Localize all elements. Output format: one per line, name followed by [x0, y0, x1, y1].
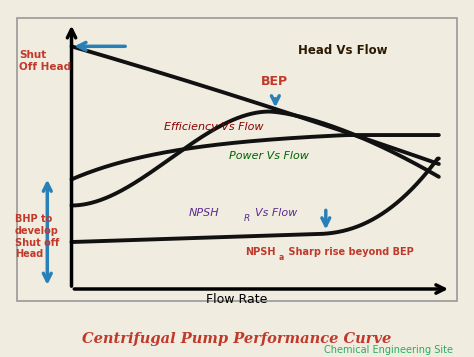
Text: Chemical Engineering Site: Chemical Engineering Site	[324, 346, 453, 356]
Text: a: a	[278, 253, 283, 262]
Text: BEP: BEP	[261, 75, 288, 89]
Text: Centrifugal Pump Performance Curve: Centrifugal Pump Performance Curve	[82, 332, 392, 346]
Text: BHP to
develop
Shut off
Head: BHP to develop Shut off Head	[15, 215, 59, 259]
Text: Efficiency Vs Flow: Efficiency Vs Flow	[164, 122, 264, 132]
Text: Sharp rise beyond BEP: Sharp rise beyond BEP	[285, 247, 414, 257]
Text: NPSH: NPSH	[245, 247, 275, 257]
Text: NPSH: NPSH	[189, 208, 219, 218]
Text: Head Vs Flow: Head Vs Flow	[298, 44, 387, 57]
Text: Vs Flow: Vs Flow	[255, 208, 297, 218]
Text: Shut
Off Head: Shut Off Head	[19, 50, 71, 72]
Text: R: R	[244, 213, 250, 223]
Text: Flow Rate: Flow Rate	[206, 293, 268, 306]
Text: Power Vs Flow: Power Vs Flow	[229, 151, 309, 161]
